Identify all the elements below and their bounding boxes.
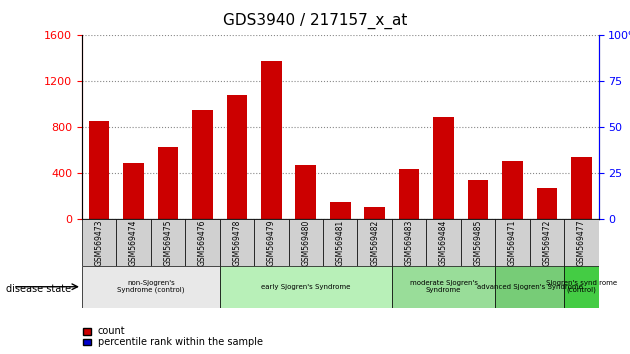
FancyBboxPatch shape xyxy=(82,219,117,266)
Bar xyxy=(399,169,420,219)
Text: non-Sjogren's
Syndrome (control): non-Sjogren's Syndrome (control) xyxy=(117,280,185,293)
Bar xyxy=(571,157,592,219)
FancyBboxPatch shape xyxy=(495,219,530,266)
Bar xyxy=(467,181,488,219)
FancyBboxPatch shape xyxy=(117,219,151,266)
Text: GSM569473: GSM569473 xyxy=(94,219,103,266)
FancyBboxPatch shape xyxy=(254,219,289,266)
FancyBboxPatch shape xyxy=(530,219,564,266)
Text: GSM569479: GSM569479 xyxy=(267,219,276,266)
Text: GSM569480: GSM569480 xyxy=(301,219,310,266)
Bar xyxy=(537,188,557,219)
FancyBboxPatch shape xyxy=(82,266,220,308)
Text: percentile rank within the sample: percentile rank within the sample xyxy=(98,337,263,347)
FancyBboxPatch shape xyxy=(564,266,598,308)
FancyBboxPatch shape xyxy=(289,219,323,266)
Bar xyxy=(502,161,523,219)
Text: advanced Sjogren's Syndrome: advanced Sjogren's Syndrome xyxy=(477,284,583,290)
Bar xyxy=(364,207,385,219)
FancyBboxPatch shape xyxy=(495,266,564,308)
FancyBboxPatch shape xyxy=(392,219,427,266)
FancyBboxPatch shape xyxy=(220,219,254,266)
Bar xyxy=(330,202,350,219)
Text: count: count xyxy=(98,326,125,336)
Bar xyxy=(227,95,247,219)
Text: GSM569475: GSM569475 xyxy=(164,219,173,266)
Text: GSM569484: GSM569484 xyxy=(439,219,448,266)
Bar xyxy=(123,163,144,219)
FancyBboxPatch shape xyxy=(427,219,461,266)
FancyBboxPatch shape xyxy=(564,219,598,266)
FancyBboxPatch shape xyxy=(185,219,220,266)
Text: GSM569477: GSM569477 xyxy=(577,219,586,266)
Text: GSM569482: GSM569482 xyxy=(370,219,379,266)
Bar xyxy=(295,165,316,219)
Text: GSM569476: GSM569476 xyxy=(198,219,207,266)
Text: early Sjogren's Syndrome: early Sjogren's Syndrome xyxy=(261,284,350,290)
Bar xyxy=(89,120,110,219)
Bar xyxy=(158,147,178,219)
Bar xyxy=(192,110,213,219)
Text: GSM569471: GSM569471 xyxy=(508,219,517,266)
Text: GSM569481: GSM569481 xyxy=(336,219,345,266)
Text: disease state: disease state xyxy=(6,284,71,293)
FancyBboxPatch shape xyxy=(392,266,495,308)
Text: GSM569472: GSM569472 xyxy=(542,219,551,266)
Bar xyxy=(433,117,454,219)
Bar xyxy=(261,61,282,219)
Text: GSM569474: GSM569474 xyxy=(129,219,138,266)
FancyBboxPatch shape xyxy=(357,219,392,266)
FancyBboxPatch shape xyxy=(220,266,392,308)
Text: GDS3940 / 217157_x_at: GDS3940 / 217157_x_at xyxy=(223,12,407,29)
Text: GSM569478: GSM569478 xyxy=(232,219,241,266)
Text: GSM569483: GSM569483 xyxy=(404,219,413,266)
FancyBboxPatch shape xyxy=(323,219,357,266)
Text: moderate Sjogren's
Syndrome: moderate Sjogren's Syndrome xyxy=(410,280,478,293)
FancyBboxPatch shape xyxy=(151,219,185,266)
Text: Sjogren's synd rome (control): Sjogren's synd rome (control) xyxy=(546,280,617,293)
Text: GSM569485: GSM569485 xyxy=(474,219,483,266)
FancyBboxPatch shape xyxy=(461,219,495,266)
